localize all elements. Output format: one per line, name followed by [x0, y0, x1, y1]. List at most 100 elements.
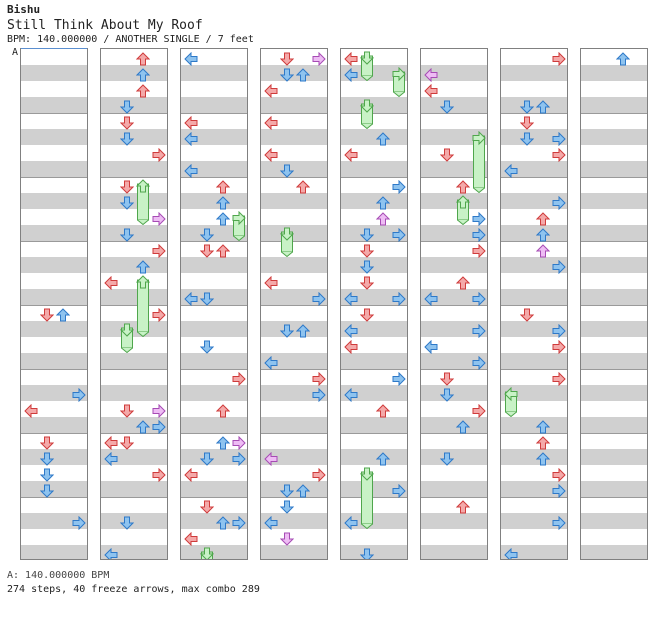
step-arrow-up	[375, 451, 391, 466]
freeze-arrow-up	[135, 179, 151, 226]
step-arrow-up	[295, 67, 311, 82]
beat-band	[101, 193, 167, 209]
step-arrow-down	[119, 403, 135, 418]
measure-line	[101, 241, 167, 242]
step-arrow-left	[344, 67, 358, 83]
measure-line	[581, 305, 647, 306]
freeze-arrow-down	[119, 323, 135, 354]
beat-band	[101, 481, 167, 497]
beat-band	[261, 353, 327, 369]
step-arrow-down	[279, 323, 295, 338]
step-arrow-up	[375, 131, 391, 146]
measure-line	[581, 497, 647, 498]
step-arrow-left	[264, 115, 278, 131]
step-arrow-left	[184, 51, 198, 67]
freeze-arrow-up	[135, 275, 151, 338]
measure-line	[421, 497, 487, 498]
beat-band	[501, 225, 567, 241]
beat-band	[341, 481, 407, 497]
step-arrow-right	[472, 243, 486, 259]
beat-band	[581, 257, 647, 273]
step-arrow-down	[519, 307, 535, 322]
step-arrow-down	[359, 243, 375, 258]
step-arrow-right	[552, 467, 566, 483]
step-arrow-right	[472, 403, 486, 419]
step-arrow-down	[439, 387, 455, 402]
step-arrow-left	[344, 323, 358, 339]
beat-band	[501, 289, 567, 305]
beat-band	[341, 353, 407, 369]
step-arrow-left	[504, 163, 518, 179]
step-arrow-down	[199, 499, 215, 514]
beat-band	[421, 353, 487, 369]
measure-line	[181, 369, 247, 370]
beat-band	[21, 161, 87, 177]
step-arrow-right	[472, 355, 486, 371]
step-arrow-right	[552, 371, 566, 387]
step-arrow-left	[264, 83, 278, 99]
step-arrow-up	[535, 435, 551, 450]
step-arrow-left	[184, 531, 198, 547]
beat-band	[181, 417, 247, 433]
beat-band	[261, 321, 327, 337]
beat-band	[581, 417, 647, 433]
measure-line	[101, 305, 167, 306]
measure-line	[421, 177, 487, 178]
step-arrow-down	[279, 67, 295, 82]
step-arrow-down	[519, 115, 535, 130]
step-arrow-right	[152, 403, 166, 419]
step-arrow-left	[344, 51, 358, 67]
measure-line	[421, 113, 487, 114]
beat-band	[421, 161, 487, 177]
measure-line	[341, 369, 407, 370]
beat-band	[501, 545, 567, 559]
step-arrow-right	[152, 419, 166, 435]
beat-band	[341, 417, 407, 433]
beat-band	[181, 353, 247, 369]
footer-bpm: A: 140.000000 BPM	[7, 570, 110, 581]
step-arrow-down	[119, 131, 135, 146]
beat-band	[261, 545, 327, 559]
measure-line	[581, 113, 647, 114]
freeze-arrow-right	[392, 66, 406, 98]
measure-line	[421, 369, 487, 370]
step-arrow-down	[119, 115, 135, 130]
beat-band	[261, 481, 327, 497]
measure-line	[261, 433, 327, 434]
step-arrow-up	[535, 211, 551, 226]
beat-band	[21, 321, 87, 337]
song-artist: Bishu	[7, 3, 41, 16]
beat-band	[101, 97, 167, 113]
step-arrow-down	[359, 275, 375, 290]
step-arrow-up	[535, 227, 551, 242]
beat-band	[501, 385, 567, 401]
beat-band	[181, 513, 247, 529]
beat-band	[501, 321, 567, 337]
beat-band	[341, 257, 407, 273]
step-arrow-up	[375, 195, 391, 210]
step-arrow-left	[424, 291, 438, 307]
step-arrow-up	[375, 403, 391, 418]
beat-band	[421, 449, 487, 465]
step-arrow-left	[264, 355, 278, 371]
measure-line	[421, 241, 487, 242]
chart-column	[420, 48, 488, 560]
chart-column	[180, 48, 248, 560]
step-arrow-down	[119, 435, 135, 450]
beat-band	[581, 129, 647, 145]
beat-band	[421, 385, 487, 401]
measure-line	[501, 305, 567, 306]
step-arrow-up	[535, 451, 551, 466]
measure-line	[581, 177, 647, 178]
beat-band	[101, 385, 167, 401]
step-arrow-right	[392, 483, 406, 499]
beat-band	[21, 417, 87, 433]
step-arrow-down	[119, 195, 135, 210]
beat-band	[261, 257, 327, 273]
measure-line	[101, 369, 167, 370]
measure-line	[501, 113, 567, 114]
chart-column	[20, 48, 88, 560]
beat-band	[501, 353, 567, 369]
beat-band	[181, 545, 247, 559]
beat-band	[21, 193, 87, 209]
